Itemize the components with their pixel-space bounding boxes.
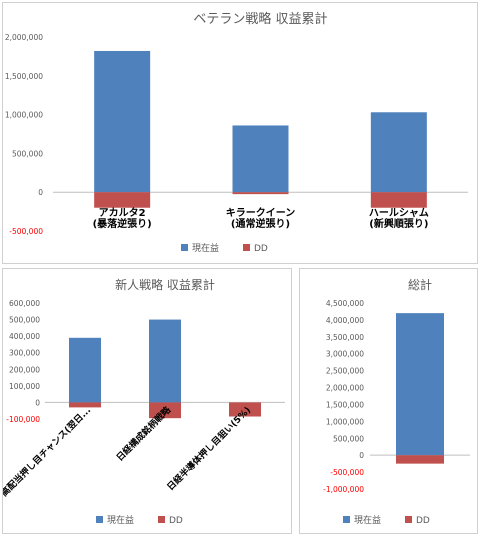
bar-dd	[396, 455, 444, 464]
y-tick-label: 500,000	[12, 149, 43, 158]
y-tick-label: 2,000,000	[5, 33, 43, 42]
y-tick-label: 400,000	[9, 332, 40, 341]
chart-total: 総計 -1,000,000 -500,000 0 500,000 1,000,000 1,5…	[323, 277, 470, 526]
bar-dd	[370, 192, 427, 208]
bar-dd	[149, 402, 181, 419]
y-tick-label: 3,000,000	[326, 350, 364, 359]
y-tick-label: 1,000,000	[326, 417, 364, 426]
y-tick-label: -1,000,000	[323, 485, 364, 494]
y-tick-label: -500,000	[9, 227, 43, 236]
legend-label: 現在益	[192, 242, 219, 254]
y-tick-label: 4,000,000	[326, 316, 364, 325]
y-tick-label: 1,500,000	[326, 400, 364, 409]
legend-swatch	[181, 244, 188, 251]
legend-label: 現在益	[354, 514, 381, 526]
y-tick-label: 300,000	[9, 349, 40, 358]
y-tick-label: -100,000	[6, 415, 40, 424]
y-tick-label: 1,500,000	[5, 72, 43, 81]
bar-dd	[94, 192, 151, 208]
legend-label: DD	[416, 516, 430, 526]
legend-swatch	[343, 516, 350, 523]
chart-panel-total: 総計 -1,000,000 -500,000 0 500,000 1,000,000 1,5…	[299, 268, 478, 534]
bar-profit	[149, 319, 181, 403]
bar-profit	[94, 50, 151, 193]
category-label: (新興順張り)	[369, 217, 428, 230]
legend-swatch	[96, 516, 103, 523]
category-label: (暴落逆張り)	[93, 217, 152, 230]
y-tick-label: 2,000,000	[326, 384, 364, 393]
legend: 現在益 DD	[96, 514, 183, 526]
chart-title: 総計	[408, 277, 432, 292]
legend-label: 現在益	[107, 514, 134, 526]
y-tick-label: -500,000	[330, 468, 364, 477]
chart-newcomer: 新人戦略 収益累計 -100,000 0 100,000 200,000 300,000 4…	[0, 277, 285, 526]
bar-profit	[232, 125, 289, 193]
bar-dd	[229, 402, 261, 417]
legend-label: DD	[254, 244, 268, 254]
y-tick-label: 0	[35, 398, 40, 407]
chart-title: ベテラン戦略 収益累計	[193, 11, 327, 27]
y-tick-label: 500,000	[333, 434, 364, 443]
y-tick-label: 200,000	[9, 365, 40, 374]
legend-swatch	[243, 244, 250, 251]
legend-swatch	[405, 516, 412, 523]
category-label: ハールシャム	[369, 207, 429, 219]
bar-profit	[69, 337, 101, 403]
category-label: キラークイーン	[226, 207, 296, 219]
y-tick-label: 100,000	[9, 382, 40, 391]
legend-swatch	[158, 516, 165, 523]
y-tick-label: 500,000	[9, 316, 40, 325]
category-label: (通常逆張り)	[231, 217, 290, 230]
y-tick-label: 600,000	[9, 299, 40, 308]
y-tick-label: 4,500,000	[326, 299, 364, 308]
bar-profit	[396, 313, 444, 456]
legend: 現在益 DD	[343, 514, 430, 526]
y-tick-label: 0	[359, 451, 364, 460]
chart-veteran: ベテラン戦略 収益累計 -500,000 0 500,000 1,000,000 1,50…	[5, 11, 468, 254]
chart-title: 新人戦略 収益累計	[115, 277, 215, 292]
y-tick-label: 0	[38, 188, 43, 197]
bar-profit	[370, 112, 427, 193]
chart-panel-newcomer: 新人戦略 収益累計 -100,000 0 100,000 200,000 300,000 4…	[0, 268, 292, 534]
legend-label: DD	[169, 516, 183, 526]
y-tick-label: 3,500,000	[326, 333, 364, 342]
legend: 現在益 DD	[181, 242, 268, 254]
category-label: 日経構成銘柄戦略	[114, 403, 174, 463]
y-tick-label: 2,500,000	[326, 367, 364, 376]
bar-dd	[232, 192, 289, 195]
chart-panel-veteran: ベテラン戦略 収益累計 -500,000 0 500,000 1,000,000 1,50…	[2, 2, 478, 264]
bar-dd	[69, 402, 101, 408]
category-label: アカルタ2	[99, 207, 146, 219]
y-tick-label: 1,000,000	[5, 111, 43, 120]
